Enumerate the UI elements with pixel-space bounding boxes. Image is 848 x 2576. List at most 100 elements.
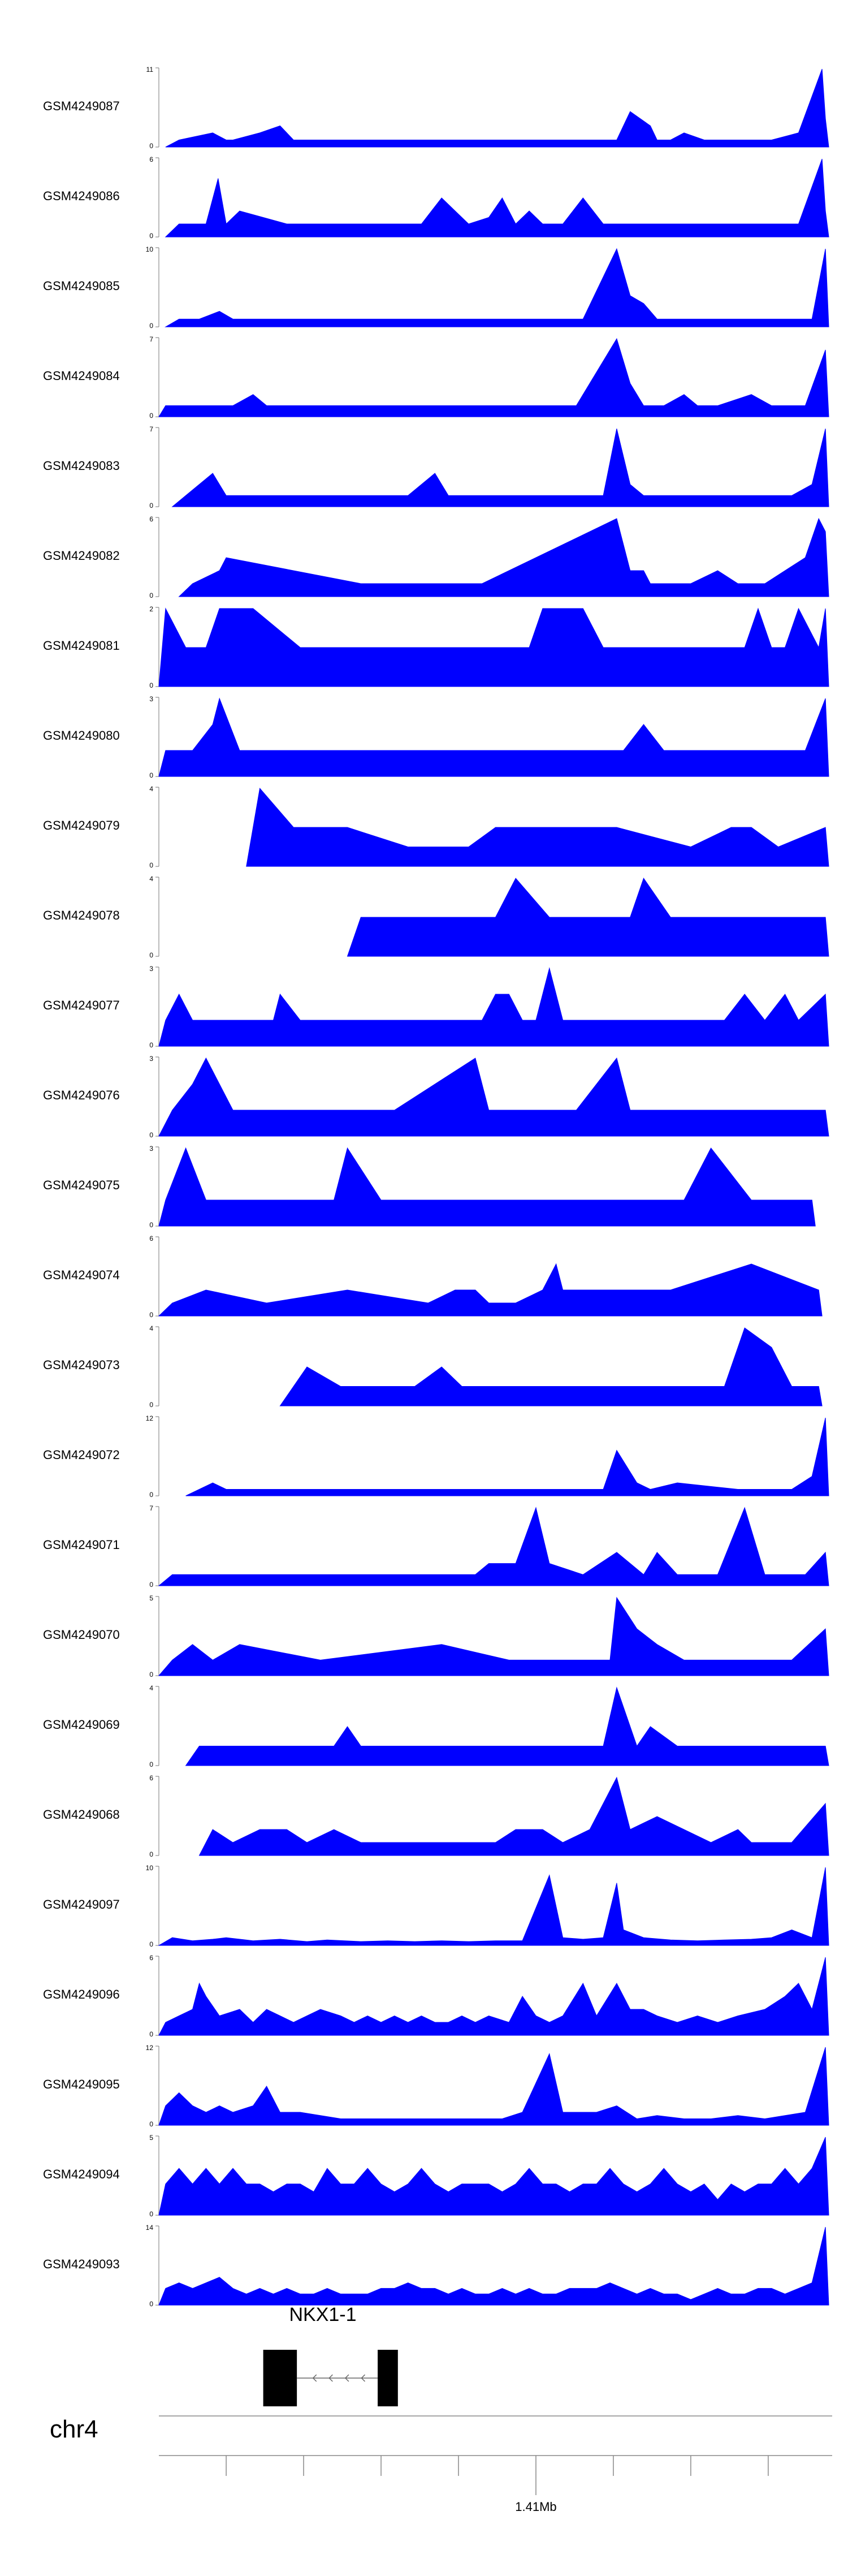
track-signal-area	[158, 967, 829, 1047]
track-ymin-label: 0	[149, 1131, 153, 1139]
track-ymin-label: 0	[149, 2300, 153, 2308]
track-label: GSM4249070	[43, 1628, 120, 1642]
track-ymin-label: 0	[149, 861, 153, 869]
track-ymin-label: 0	[149, 412, 153, 420]
track-ymin-label: 0	[149, 1940, 153, 1948]
track-GSM4249079: GSM4249079 4 0	[43, 785, 829, 869]
track-label: GSM4249085	[43, 279, 120, 293]
track-ymin-label: 0	[149, 771, 153, 779]
track-signal-area	[158, 1507, 829, 1586]
track-GSM4249082: GSM4249082 6 0	[43, 515, 829, 599]
track-label: GSM4249084	[43, 369, 120, 383]
track-GSM4249077: GSM4249077 3 0	[43, 965, 829, 1049]
track-ymax-label: 11	[146, 66, 154, 74]
track-ymax-label: 10	[146, 1864, 154, 1872]
track-label: GSM4249094	[43, 2167, 120, 2181]
track-GSM4249075: GSM4249075 3 0	[43, 1145, 816, 1229]
track-label: GSM4249077	[43, 998, 120, 1012]
track-label: GSM4249095	[43, 2077, 120, 2091]
track-ymax-label: 3	[149, 965, 153, 973]
track-label: GSM4249071	[43, 1538, 120, 1552]
track-ymax-label: 14	[146, 2224, 154, 2232]
gene-strand-chevron	[328, 2374, 333, 2382]
track-signal-area	[165, 248, 829, 327]
track-label: GSM4249073	[43, 1358, 120, 1372]
track-GSM4249073: GSM4249073 4 0	[43, 1324, 823, 1409]
track-ymin-label: 0	[149, 2210, 153, 2218]
track-GSM4249076: GSM4249076 3 0	[43, 1055, 829, 1139]
track-ymax-label: 10	[146, 245, 154, 253]
track-GSM4249083: GSM4249083 7 0	[43, 425, 829, 510]
track-ymin-label: 0	[149, 232, 153, 240]
track-signal-area	[165, 68, 829, 148]
gene-annotation: NKX1-1	[263, 2304, 398, 2406]
track-signal-area	[158, 1263, 823, 1317]
track-signal-area	[165, 158, 829, 238]
track-GSM4249086: GSM4249086 6 0	[43, 156, 829, 240]
track-ymax-label: 7	[149, 1504, 153, 1512]
track-label: GSM4249093	[43, 2257, 120, 2271]
track-GSM4249094: GSM4249094 5 0	[43, 2134, 829, 2218]
track-signal-area	[246, 787, 829, 867]
track-ymin-label: 0	[149, 2120, 153, 2128]
track-GSM4249068: GSM4249068 6 0	[43, 1774, 829, 1858]
track-signal-area	[171, 428, 829, 507]
track-label: GSM4249097	[43, 1897, 120, 1911]
gene-label: NKX1-1	[289, 2304, 356, 2325]
track-ymax-label: 5	[149, 2134, 153, 2142]
track-GSM4249074: GSM4249074 6 0	[43, 1235, 823, 1319]
track-ymin-label: 0	[149, 1401, 153, 1409]
track-GSM4249095: GSM4249095 12 0	[43, 2044, 829, 2128]
axis-tick-label: 1.41Mb	[515, 2500, 556, 2514]
genome-axis: chr4 1.41Mb	[50, 2415, 832, 2514]
track-GSM4249096: GSM4249096 6 0	[43, 1954, 829, 2038]
track-ymin-label: 0	[149, 951, 153, 959]
track-signal-area	[347, 877, 829, 957]
track-signal-area	[279, 1327, 823, 1406]
track-label: GSM4249083	[43, 459, 120, 473]
track-GSM4249081: GSM4249081 2 0	[43, 605, 829, 689]
track-ymax-label: 5	[149, 1594, 153, 1602]
track-ymin-label: 0	[149, 1761, 153, 1768]
track-signal-area	[185, 1417, 829, 1496]
track-label: GSM4249078	[43, 908, 120, 922]
track-signal-area	[158, 697, 829, 777]
track-ymin-label: 0	[149, 1491, 153, 1499]
track-ymin-label: 0	[149, 2030, 153, 2038]
gene-strand-chevron	[312, 2374, 317, 2382]
track-signal-area	[158, 1057, 829, 1137]
gene-strand-chevron	[361, 2374, 366, 2382]
track-label: GSM4249087	[43, 99, 120, 113]
track-ymax-label: 6	[149, 515, 153, 523]
track-GSM4249087: GSM4249087 11 0	[43, 66, 829, 150]
track-ymax-label: 3	[149, 1145, 153, 1153]
track-signal-area	[158, 1596, 829, 1676]
track-label: GSM4249081	[43, 638, 120, 653]
track-ymax-label: 6	[149, 156, 153, 163]
track-ymin-label: 0	[149, 142, 153, 150]
track-GSM4249072: GSM4249072 12 0	[43, 1414, 829, 1499]
track-ymax-label: 2	[149, 605, 153, 613]
track-signal-area	[158, 1957, 829, 2036]
track-GSM4249093: GSM4249093 14 0	[43, 2224, 829, 2308]
track-ymin-label: 0	[149, 592, 153, 599]
track-signal-area	[158, 2227, 829, 2306]
track-label: GSM4249079	[43, 818, 120, 832]
track-ymax-label: 12	[146, 2044, 154, 2052]
track-GSM4249069: GSM4249069 4 0	[43, 1684, 829, 1768]
track-ymin-label: 0	[149, 502, 153, 510]
track-GSM4249085: GSM4249085 10 0	[43, 245, 829, 330]
track-signal-area	[158, 1147, 816, 1227]
gene-exon	[263, 2350, 297, 2406]
track-signal-area	[158, 2137, 829, 2216]
track-GSM4249080: GSM4249080 3 0	[43, 695, 829, 779]
track-label: GSM4249068	[43, 1807, 120, 1822]
track-ymax-label: 4	[149, 1324, 153, 1332]
track-ymax-label: 3	[149, 1055, 153, 1063]
track-ymin-label: 0	[149, 1850, 153, 1858]
track-ymin-label: 0	[149, 1581, 153, 1589]
track-signal-area	[185, 1686, 829, 1766]
track-GSM4249070: GSM4249070 5 0	[43, 1594, 829, 1679]
track-ymax-label: 6	[149, 1235, 153, 1242]
